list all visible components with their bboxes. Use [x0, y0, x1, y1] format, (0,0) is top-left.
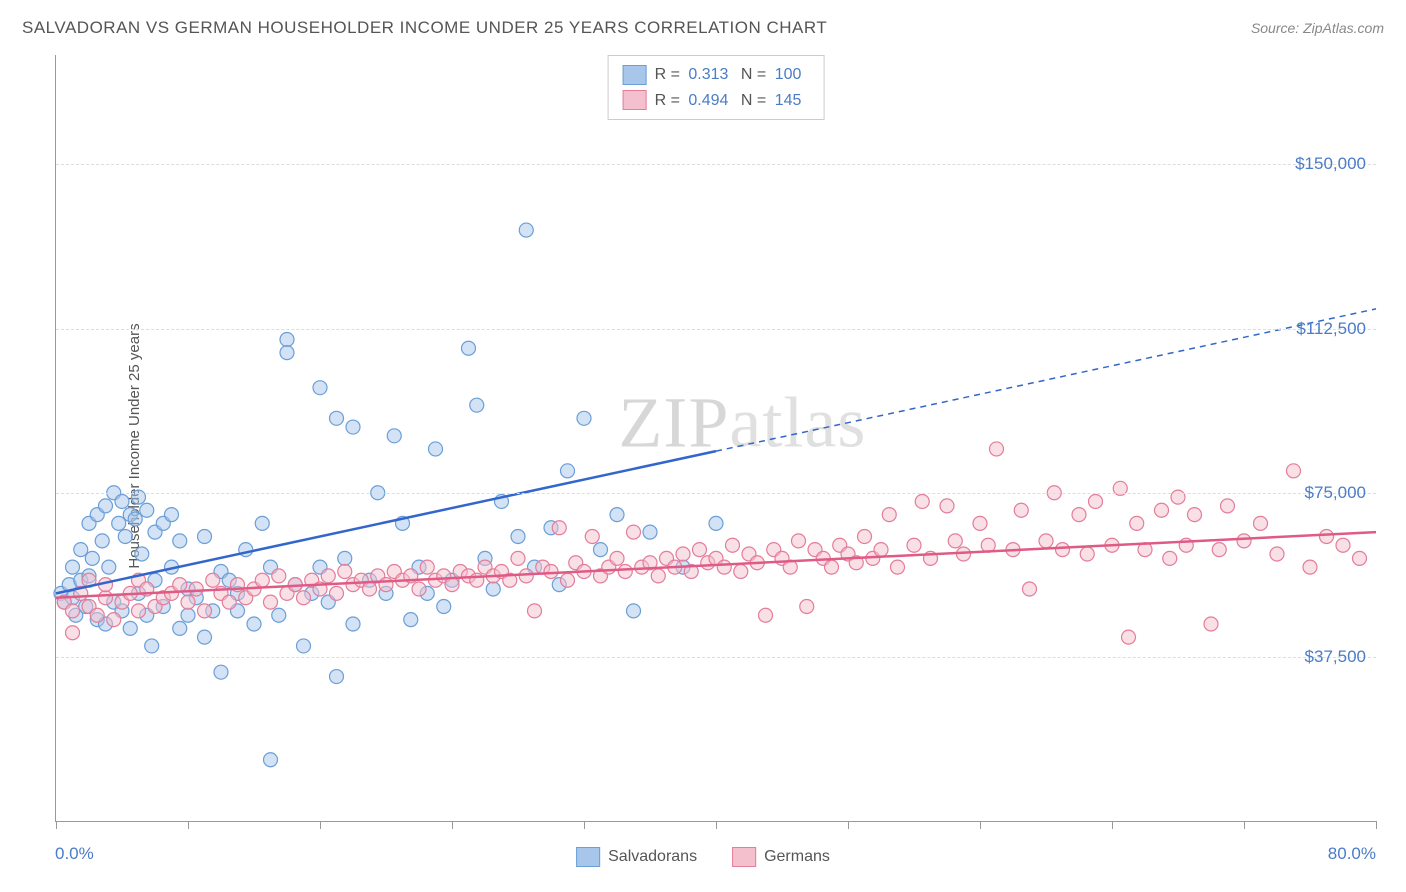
legend-row-series-1: R = 0.313 N = 100 — [623, 62, 810, 88]
x-tick — [1112, 821, 1113, 829]
gridline — [56, 657, 1376, 658]
x-tick — [1376, 821, 1377, 829]
x-tick — [848, 821, 849, 829]
x-tick — [320, 821, 321, 829]
x-tick — [716, 821, 717, 829]
legend-item-germans: Germans — [732, 847, 830, 867]
legend-label-salvadorans: Salvadorans — [608, 848, 697, 866]
scatter-plot-svg — [56, 55, 1376, 821]
x-tick — [188, 821, 189, 829]
y-tick-label: $150,000 — [1295, 154, 1366, 174]
legend-stats-series-1: R = 0.313 N = 100 — [655, 62, 810, 88]
legend-row-series-2: R = 0.494 N = 145 — [623, 88, 810, 114]
y-tick-label: $112,500 — [1296, 319, 1366, 339]
chart-source: Source: ZipAtlas.com — [1251, 20, 1384, 36]
series-legend: Salvadorans Germans — [576, 847, 830, 867]
x-tick — [980, 821, 981, 829]
chart-title: SALVADORAN VS GERMAN HOUSEHOLDER INCOME … — [22, 18, 827, 38]
chart-plot-area: ZIPatlas R = 0.313 N = 100 R = 0.494 N =… — [55, 55, 1376, 822]
gridline — [56, 164, 1376, 165]
x-tick — [584, 821, 585, 829]
x-axis-start-label: 0.0% — [55, 844, 94, 864]
legend-label-germans: Germans — [764, 848, 830, 866]
x-tick — [452, 821, 453, 829]
swatch-salvadorans — [576, 847, 600, 867]
correlation-legend: R = 0.313 N = 100 R = 0.494 N = 145 — [608, 55, 825, 120]
x-tick — [56, 821, 57, 829]
gridline — [56, 493, 1376, 494]
x-tick — [1244, 821, 1245, 829]
swatch-series-1 — [623, 65, 647, 85]
legend-stats-series-2: R = 0.494 N = 145 — [655, 88, 810, 114]
y-tick-label: $75,000 — [1305, 483, 1366, 503]
x-axis-end-label: 80.0% — [1328, 844, 1376, 864]
chart-header: SALVADORAN VS GERMAN HOUSEHOLDER INCOME … — [22, 18, 1384, 38]
y-tick-label: $37,500 — [1305, 647, 1366, 667]
swatch-series-2 — [623, 90, 647, 110]
swatch-germans — [732, 847, 756, 867]
legend-item-salvadorans: Salvadorans — [576, 847, 697, 867]
gridline — [56, 329, 1376, 330]
